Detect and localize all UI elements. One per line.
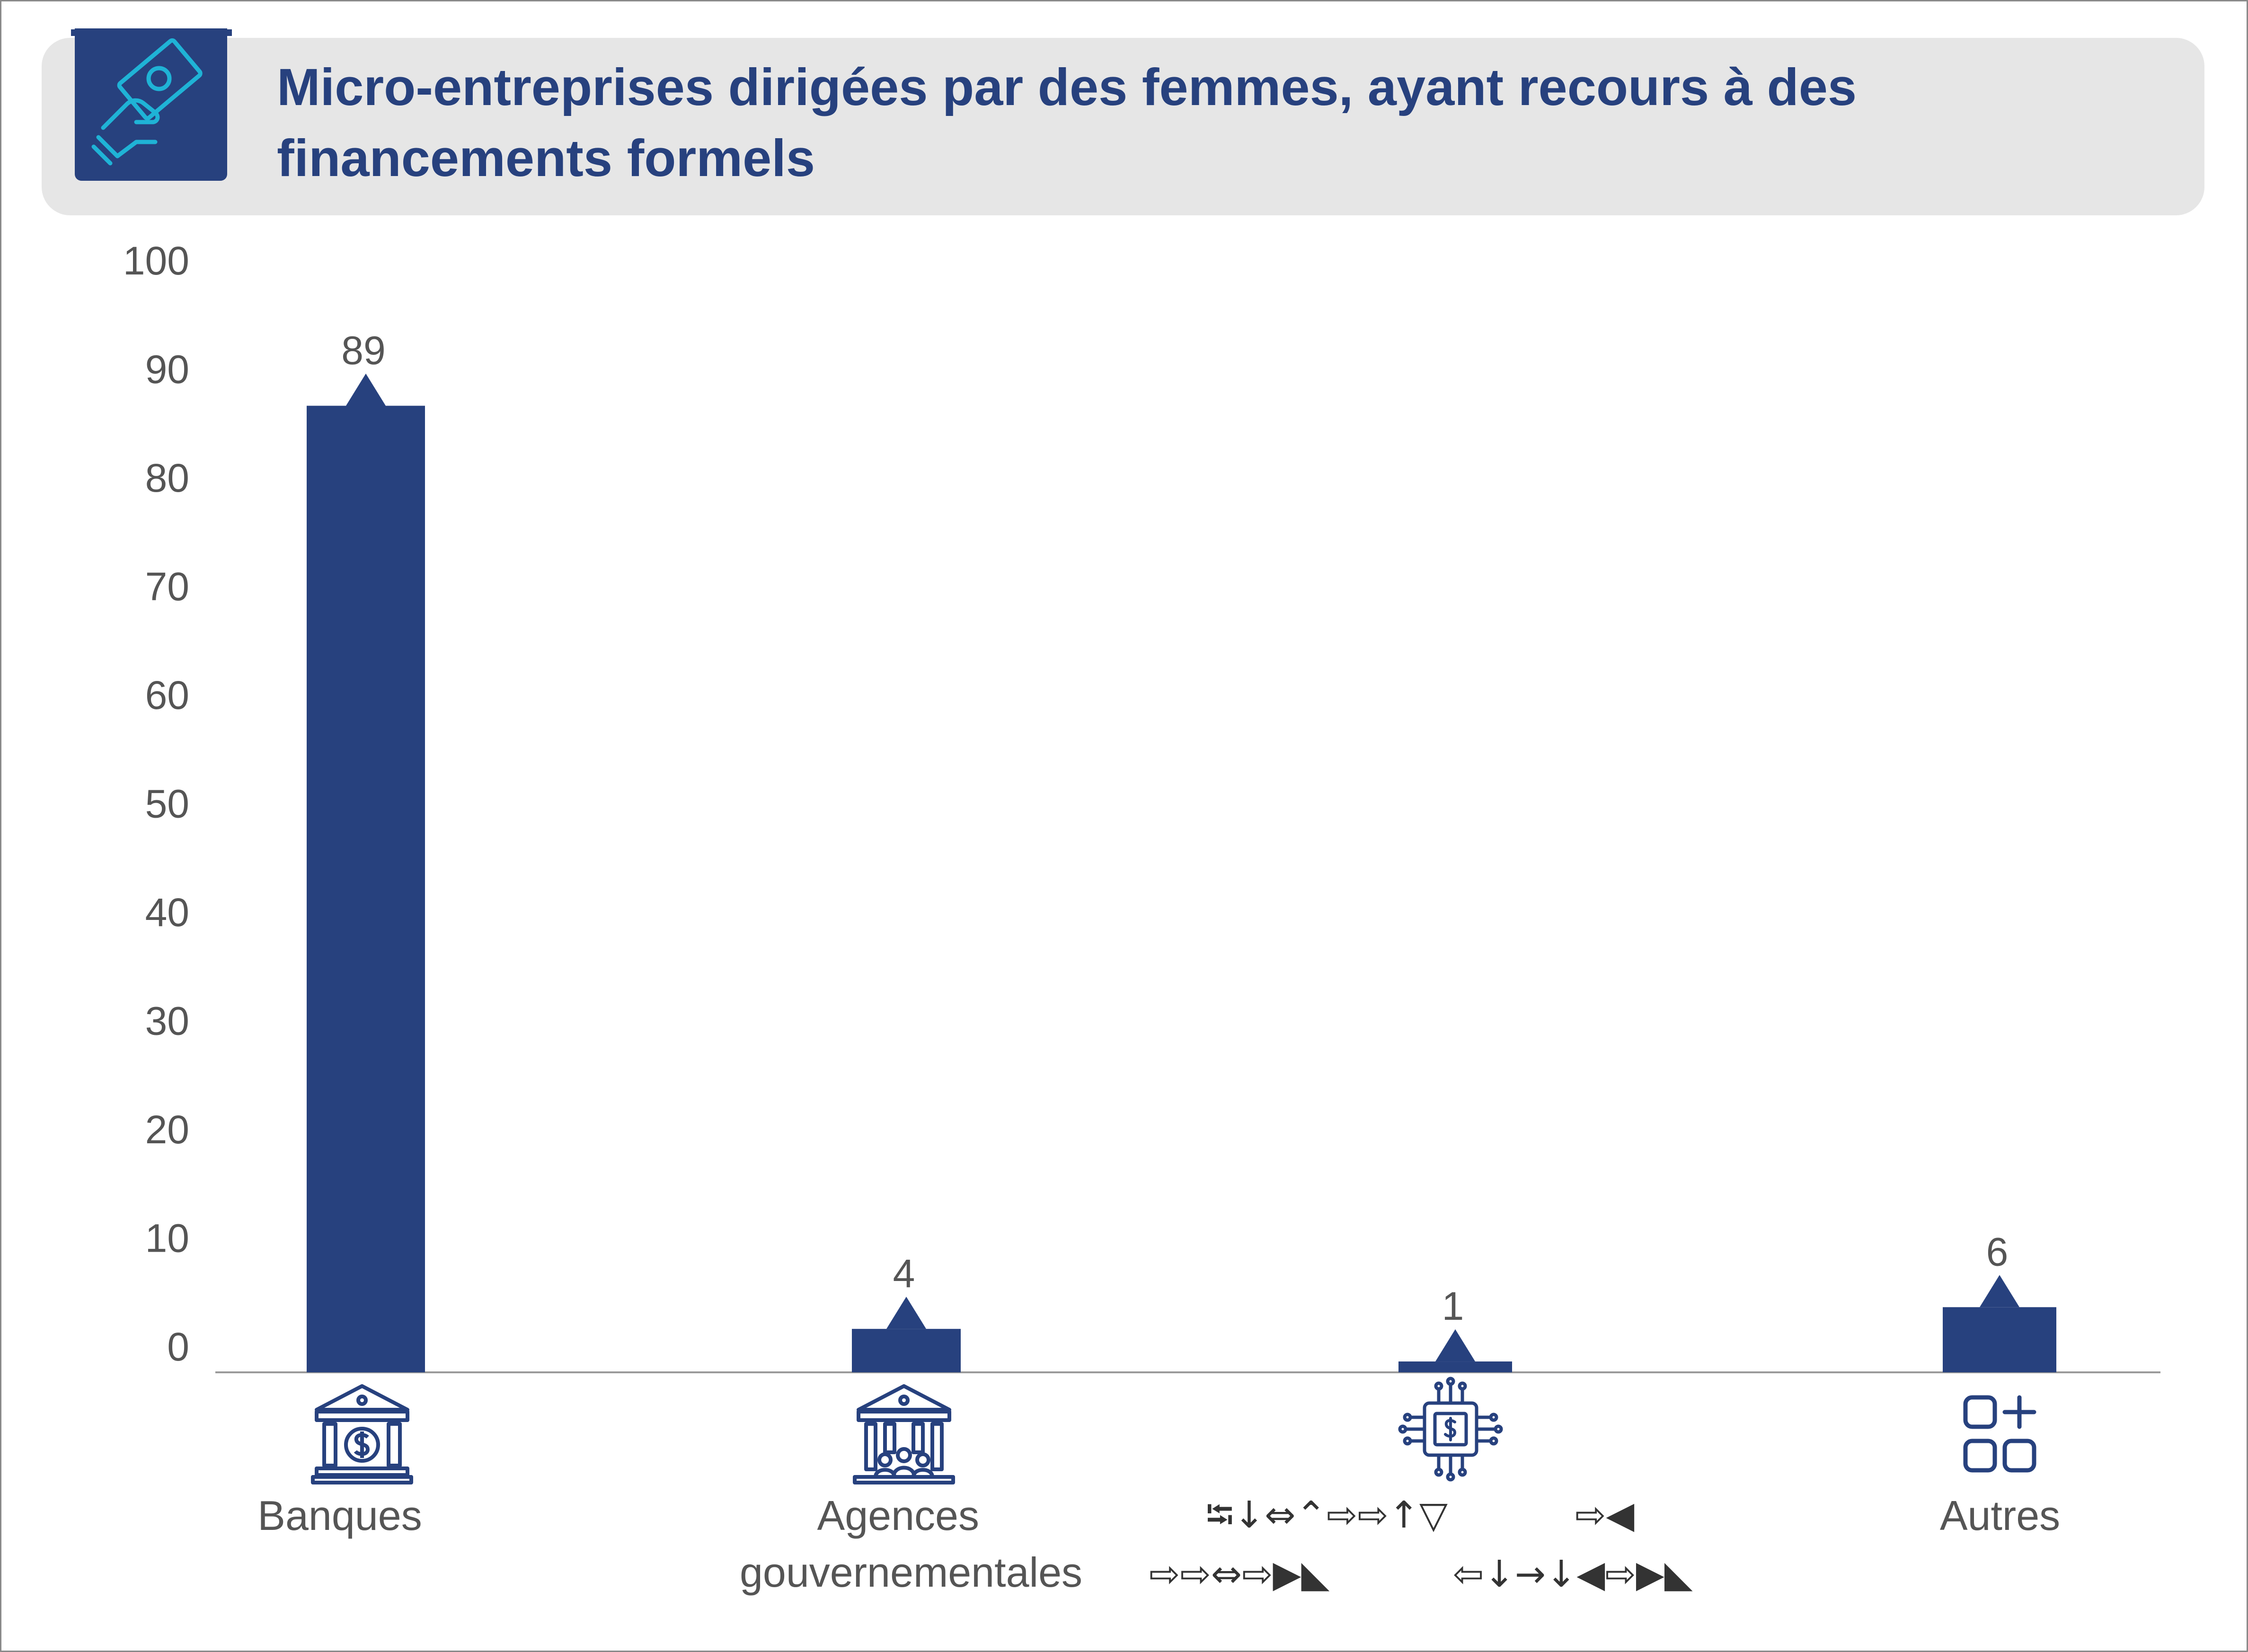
y-tick-label: 90 [145,347,189,392]
data-label: 1 [1442,1284,1464,1328]
bar-label-pointer [346,373,386,406]
digital-finance-chip-icon [1398,1377,1503,1482]
y-tick-label: 30 [145,999,189,1043]
category-label-agences: Agences gouvernementales [740,1492,1082,1596]
y-tick-label: 80 [145,456,189,500]
government-agency-icon [853,1384,955,1484]
bar-series [307,373,2056,1373]
category-label-autres: Autres [1940,1492,2060,1539]
bar [307,406,425,1373]
category-label-symbols-line1a: ⭾↓⇔⌃⇨⇨↑▽ [1206,1494,1448,1537]
bar [852,1329,961,1372]
data-label: 6 [1986,1229,2009,1274]
y-tick-label: 10 [145,1216,189,1261]
y-tick-label: 70 [145,565,189,609]
other-apps-icon [1963,1395,2036,1473]
bank-icon [311,1384,413,1484]
bar-label-pointer [1980,1275,2019,1307]
y-tick-label: 0 [167,1325,189,1369]
y-axis: 0 10 20 30 40 50 60 70 80 90 100 [123,239,189,1369]
chart-title: Micro-entreprises dirigées par des femme… [277,58,1857,187]
y-tick-label: 100 [123,239,189,283]
title-banner [42,38,2204,215]
y-tick-label: 20 [145,1107,189,1152]
category-label-agences-line1: Agences [817,1492,979,1539]
data-label: 4 [893,1251,915,1296]
title-badge [75,28,227,181]
data-label: 89 [341,328,385,372]
category-label-symbols-line2b: ⇦↓→↓◀⇨▶◣ [1453,1553,1693,1596]
category-label-symbols: ⭾↓⇔⌃⇨⇨↑▽ ⇨◀ ⇨⇨⇔⇨▶◣ ⇦↓→↓◀⇨▶◣ [1149,1494,1693,1596]
y-tick-label: 40 [145,890,189,935]
bar-label-pointer [1435,1329,1475,1362]
bar [1943,1307,2056,1372]
hand-money-icon [91,38,203,166]
category-label-agences-line2: gouvernementales [740,1549,1082,1596]
category-label-symbols-line2a: ⇨⇨⇔⇨▶◣ [1149,1553,1329,1596]
bar [1398,1361,1512,1372]
y-tick-label: 60 [145,673,189,717]
category-label-banques: Banques [257,1492,422,1539]
category-label-symbols-line1b: ⇨◀ [1575,1494,1634,1537]
y-tick-label: 50 [145,782,189,826]
bar-label-pointer [886,1297,926,1329]
data-labels: 89 4 1 6 [341,328,2008,1328]
